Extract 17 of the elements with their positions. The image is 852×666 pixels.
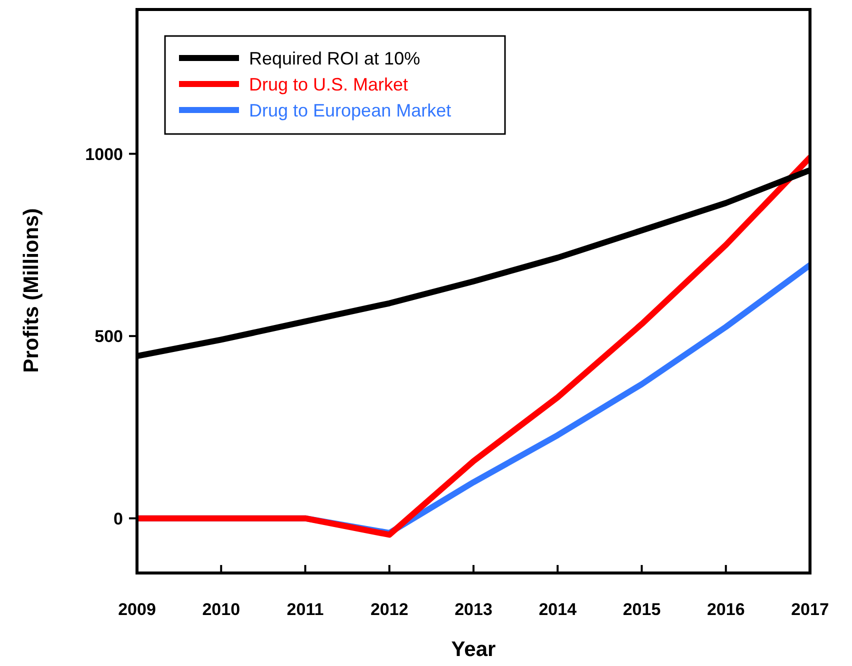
x-tick-label: 2012	[370, 600, 408, 619]
x-tick-label: 2013	[454, 600, 492, 619]
x-tick-label: 2011	[286, 600, 324, 619]
y-tick-label: 0	[114, 509, 123, 528]
x-tick-label: 2017	[791, 600, 829, 619]
x-tick-label: 2015	[622, 600, 661, 619]
x-tick-label: 2009	[118, 600, 156, 619]
y-tick-label: 500	[94, 327, 123, 346]
x-axis-title: Year	[451, 638, 496, 661]
y-axis-title: Profits (Millions)	[20, 208, 43, 373]
legend-label: Required ROI at 10%	[249, 48, 420, 68]
x-tick-label: 2010	[202, 600, 240, 619]
y-tick-label: 1000	[85, 144, 123, 164]
x-tick-label: 2014	[538, 600, 578, 619]
x-tick-label: 2016	[706, 600, 745, 619]
legend-label: Drug to U.S. Market	[249, 74, 408, 94]
legend-label: Drug to European Market	[249, 100, 452, 120]
